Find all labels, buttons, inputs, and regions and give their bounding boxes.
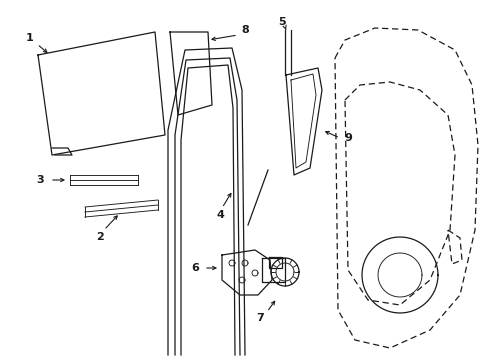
Text: 7: 7 (256, 313, 264, 323)
Text: 3: 3 (36, 175, 44, 185)
Text: 8: 8 (241, 25, 248, 35)
Text: 9: 9 (344, 133, 351, 143)
Text: 2: 2 (96, 232, 103, 242)
Text: 1: 1 (26, 33, 34, 43)
Text: 6: 6 (191, 263, 199, 273)
Text: 4: 4 (216, 210, 224, 220)
Text: 5: 5 (278, 17, 285, 27)
